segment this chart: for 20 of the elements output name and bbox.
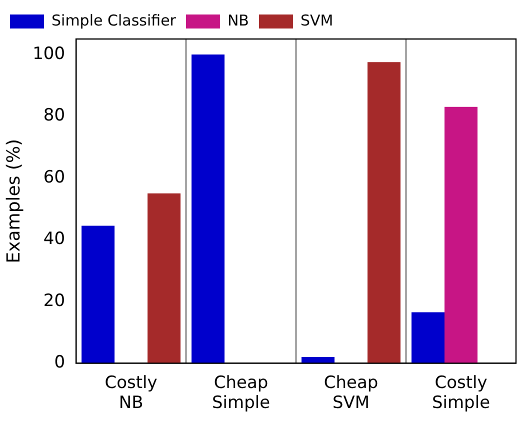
y-tick-label: 100: [32, 44, 66, 64]
y-axis-title: Examples (%): [3, 138, 24, 264]
bar: [82, 226, 115, 364]
bar: [444, 106, 478, 364]
y-tick-label: 80: [43, 106, 66, 126]
x-tick-label: Costly Simple: [432, 372, 490, 414]
y-tick-label: 60: [43, 167, 66, 188]
legend-label: SVM: [300, 11, 334, 30]
bar: [412, 312, 445, 364]
bar: [368, 62, 401, 364]
legend-label: Simple Classifier: [52, 11, 177, 30]
x-tick-label: Cheap Simple: [212, 372, 270, 414]
x-tick-label: Costly NB: [104, 372, 158, 414]
y-tick-label: 20: [43, 290, 66, 311]
x-tick-label: Cheap SVM: [324, 372, 378, 414]
bar: [192, 54, 225, 364]
y-tick-label: 0: [54, 352, 66, 373]
legend-label: NB: [227, 11, 249, 30]
y-tick-label: 40: [43, 229, 66, 250]
bar: [148, 193, 181, 364]
